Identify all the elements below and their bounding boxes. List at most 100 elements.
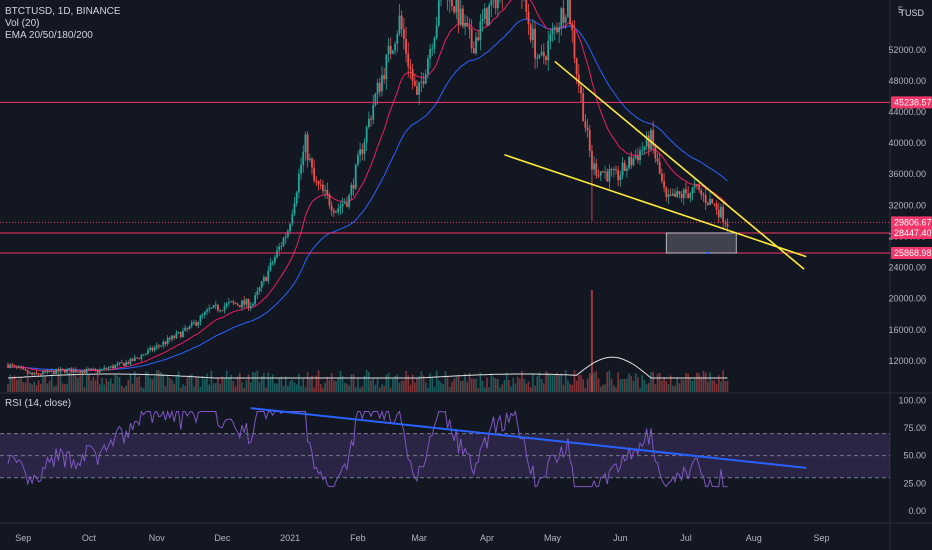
volume-bar (584, 387, 587, 392)
price-label-text: 29806.67 (894, 217, 932, 227)
candle-body (372, 104, 375, 120)
candle-body (223, 306, 226, 311)
volume-bar (40, 383, 42, 392)
volume-bar (184, 385, 186, 392)
candle-body (123, 362, 125, 366)
volume-bar (151, 379, 154, 392)
volume-bar (685, 372, 687, 392)
candle-body (464, 22, 466, 27)
volume-bar (295, 384, 298, 392)
candle-body (606, 171, 609, 182)
volume-bar (715, 383, 718, 392)
candle-body (319, 184, 322, 186)
volume-bar (330, 372, 333, 392)
candle-body (101, 369, 103, 371)
volume-bar (512, 377, 514, 392)
volume-bar (319, 384, 322, 392)
volume-bar (134, 371, 136, 392)
candle-body (599, 171, 602, 176)
volume-bar (632, 380, 635, 392)
volume-bar (105, 378, 108, 392)
candle-body (153, 347, 156, 351)
volume-bar (66, 383, 68, 392)
candle-body (282, 237, 285, 246)
volume-bar (304, 387, 307, 392)
rsi-line (7, 409, 728, 488)
candle-body (262, 277, 265, 282)
candle-body (575, 58, 578, 75)
candle-body (409, 66, 412, 69)
volume-bar (223, 378, 226, 392)
candle-body (88, 368, 90, 370)
candle-body (383, 75, 386, 80)
volume-bar (99, 384, 101, 392)
volume-bar (221, 376, 224, 392)
volume-bar (606, 371, 609, 392)
volume-bar (31, 384, 33, 392)
volume-bar (665, 381, 668, 392)
candle-body (306, 134, 309, 161)
volume-bar (481, 381, 484, 392)
volume-bar (521, 370, 523, 392)
price-label-text: 45238.57 (894, 97, 932, 107)
candle-body (214, 304, 217, 306)
candle-body (114, 365, 117, 369)
volume-bar (593, 372, 595, 392)
volume-bar (499, 387, 501, 392)
volume-bar (11, 376, 14, 392)
candle-body (149, 347, 152, 351)
volume-bar (396, 374, 399, 392)
candle-body (573, 30, 576, 59)
candle-body (92, 368, 95, 370)
price-tick-label: 36000.00 (888, 169, 926, 179)
candle-body (85, 368, 88, 373)
candle-body (197, 322, 200, 326)
volume-bar (543, 383, 545, 392)
candle-body (324, 189, 327, 191)
candle-body (680, 193, 683, 198)
volume-bar (24, 382, 27, 392)
candle-body (339, 206, 342, 209)
volume-bar (357, 378, 359, 392)
price-label-text: 25868.98 (894, 248, 932, 258)
candle-body (241, 300, 243, 308)
candle-body (696, 185, 698, 187)
volume-bar (265, 387, 267, 392)
candle-body (488, 5, 491, 26)
volume-bar (44, 375, 46, 392)
candle-body (470, 29, 473, 49)
volume-bar (199, 387, 202, 392)
candle-body (665, 187, 668, 197)
candle-body (656, 158, 659, 162)
volume-bar (29, 383, 31, 392)
candle-body (424, 74, 427, 84)
candle-body (300, 164, 302, 174)
candle-body (370, 118, 372, 120)
candle-body (597, 175, 600, 177)
price-label-bg (891, 247, 932, 260)
volume-bar (494, 378, 497, 392)
volume-bar (405, 371, 407, 392)
volume-bar (654, 384, 657, 392)
candle-body (201, 314, 204, 316)
candle-body (396, 33, 399, 44)
candle-body (131, 358, 134, 362)
price-tick-label: 40000.00 (888, 138, 926, 148)
volume-bar (197, 376, 200, 392)
candle-body (212, 305, 215, 308)
volume-bar (516, 376, 519, 392)
volume-bar (488, 387, 490, 392)
candle-body (477, 37, 480, 41)
volume-bar (466, 381, 469, 392)
candle-body (195, 322, 197, 326)
candle-body (55, 369, 58, 374)
candle-body (475, 37, 477, 54)
time-tick-label: Sep (15, 533, 31, 543)
candle-body (20, 367, 23, 369)
candle-body (39, 374, 42, 376)
volume-bar (658, 372, 661, 392)
volume-bar (711, 380, 714, 392)
candle-body (297, 173, 300, 193)
volume-bar (518, 378, 521, 392)
